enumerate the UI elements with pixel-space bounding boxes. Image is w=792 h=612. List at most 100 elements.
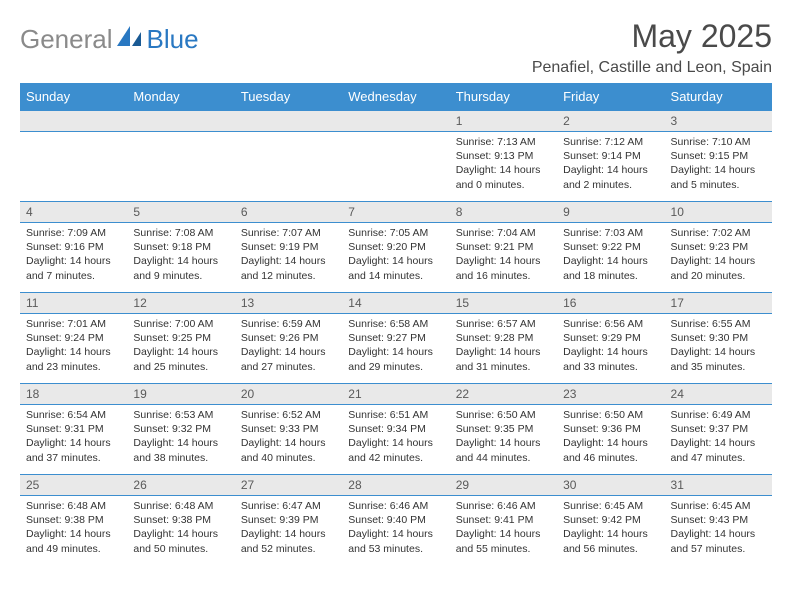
day-content-cell: Sunrise: 7:07 AMSunset: 9:19 PMDaylight:… [235, 223, 342, 293]
day-content-cell: Sunrise: 7:02 AMSunset: 9:23 PMDaylight:… [665, 223, 772, 293]
weekday-header: Monday [127, 83, 234, 111]
sunrise-text: Sunrise: 6:59 AM [241, 317, 336, 331]
day-number-cell: 25 [20, 475, 127, 496]
daylight-text: Daylight: 14 hours and 2 minutes. [563, 163, 658, 191]
sunset-text: Sunset: 9:14 PM [563, 149, 658, 163]
day-content-cell: Sunrise: 6:48 AMSunset: 9:38 PMDaylight:… [20, 496, 127, 566]
day-number-row: 18192021222324 [20, 384, 772, 405]
sunrise-text: Sunrise: 7:03 AM [563, 226, 658, 240]
day-number-cell: 10 [665, 202, 772, 223]
day-content-cell: Sunrise: 7:01 AMSunset: 9:24 PMDaylight:… [20, 314, 127, 384]
sunset-text: Sunset: 9:20 PM [348, 240, 443, 254]
sunrise-text: Sunrise: 6:50 AM [563, 408, 658, 422]
weekday-header: Tuesday [235, 83, 342, 111]
sunset-text: Sunset: 9:30 PM [671, 331, 766, 345]
sunrise-text: Sunrise: 6:56 AM [563, 317, 658, 331]
sunset-text: Sunset: 9:40 PM [348, 513, 443, 527]
sunset-text: Sunset: 9:35 PM [456, 422, 551, 436]
day-number-cell: 5 [127, 202, 234, 223]
daylight-text: Daylight: 14 hours and 37 minutes. [26, 436, 121, 464]
day-number-cell: 4 [20, 202, 127, 223]
day-number-cell: 26 [127, 475, 234, 496]
day-number-cell: 22 [450, 384, 557, 405]
sunrise-text: Sunrise: 6:49 AM [671, 408, 766, 422]
day-content-cell: Sunrise: 6:52 AMSunset: 9:33 PMDaylight:… [235, 405, 342, 475]
day-number-cell: 2 [557, 111, 664, 132]
day-content-cell: Sunrise: 7:13 AMSunset: 9:13 PMDaylight:… [450, 132, 557, 202]
day-number-cell: 30 [557, 475, 664, 496]
logo-sail-icon [117, 26, 143, 53]
sunset-text: Sunset: 9:27 PM [348, 331, 443, 345]
day-number-cell [127, 111, 234, 132]
day-number-cell: 15 [450, 293, 557, 314]
sunset-text: Sunset: 9:21 PM [456, 240, 551, 254]
day-number-cell: 24 [665, 384, 772, 405]
day-number-cell: 23 [557, 384, 664, 405]
daylight-text: Daylight: 14 hours and 20 minutes. [671, 254, 766, 282]
daylight-text: Daylight: 14 hours and 18 minutes. [563, 254, 658, 282]
day-number-cell: 28 [342, 475, 449, 496]
sunrise-text: Sunrise: 6:45 AM [671, 499, 766, 513]
day-content-cell: Sunrise: 6:59 AMSunset: 9:26 PMDaylight:… [235, 314, 342, 384]
daylight-text: Daylight: 14 hours and 42 minutes. [348, 436, 443, 464]
daylight-text: Daylight: 14 hours and 16 minutes. [456, 254, 551, 282]
daylight-text: Daylight: 14 hours and 49 minutes. [26, 527, 121, 555]
daylight-text: Daylight: 14 hours and 50 minutes. [133, 527, 228, 555]
weekday-header: Friday [557, 83, 664, 111]
day-number-cell: 14 [342, 293, 449, 314]
daylight-text: Daylight: 14 hours and 0 minutes. [456, 163, 551, 191]
day-content-cell: Sunrise: 7:04 AMSunset: 9:21 PMDaylight:… [450, 223, 557, 293]
sunrise-text: Sunrise: 7:12 AM [563, 135, 658, 149]
day-content-cell: Sunrise: 6:50 AMSunset: 9:36 PMDaylight:… [557, 405, 664, 475]
sunset-text: Sunset: 9:29 PM [563, 331, 658, 345]
sunrise-text: Sunrise: 7:13 AM [456, 135, 551, 149]
sunrise-text: Sunrise: 7:05 AM [348, 226, 443, 240]
day-number-cell: 18 [20, 384, 127, 405]
day-content-cell: Sunrise: 7:12 AMSunset: 9:14 PMDaylight:… [557, 132, 664, 202]
sunset-text: Sunset: 9:34 PM [348, 422, 443, 436]
sunset-text: Sunset: 9:36 PM [563, 422, 658, 436]
daylight-text: Daylight: 14 hours and 12 minutes. [241, 254, 336, 282]
sunrise-text: Sunrise: 6:46 AM [348, 499, 443, 513]
sunset-text: Sunset: 9:19 PM [241, 240, 336, 254]
day-content-row: Sunrise: 6:48 AMSunset: 9:38 PMDaylight:… [20, 496, 772, 566]
daylight-text: Daylight: 14 hours and 47 minutes. [671, 436, 766, 464]
logo: General Blue [20, 24, 199, 55]
weekday-header: Saturday [665, 83, 772, 111]
sunset-text: Sunset: 9:32 PM [133, 422, 228, 436]
sunset-text: Sunset: 9:28 PM [456, 331, 551, 345]
day-number-cell [342, 111, 449, 132]
weekday-header: Wednesday [342, 83, 449, 111]
sunset-text: Sunset: 9:24 PM [26, 331, 121, 345]
sunrise-text: Sunrise: 6:52 AM [241, 408, 336, 422]
daylight-text: Daylight: 14 hours and 57 minutes. [671, 527, 766, 555]
day-content-row: Sunrise: 6:54 AMSunset: 9:31 PMDaylight:… [20, 405, 772, 475]
daylight-text: Daylight: 14 hours and 5 minutes. [671, 163, 766, 191]
sunrise-text: Sunrise: 6:57 AM [456, 317, 551, 331]
day-content-cell: Sunrise: 6:48 AMSunset: 9:38 PMDaylight:… [127, 496, 234, 566]
day-content-cell: Sunrise: 6:50 AMSunset: 9:35 PMDaylight:… [450, 405, 557, 475]
sunset-text: Sunset: 9:39 PM [241, 513, 336, 527]
sunset-text: Sunset: 9:42 PM [563, 513, 658, 527]
calendar-table: SundayMondayTuesdayWednesdayThursdayFrid… [20, 83, 772, 566]
sunset-text: Sunset: 9:43 PM [671, 513, 766, 527]
sunrise-text: Sunrise: 7:09 AM [26, 226, 121, 240]
title-block: May 2025 Penafiel, Castille and Leon, Sp… [532, 18, 772, 77]
day-number-row: 123 [20, 111, 772, 132]
day-number-row: 11121314151617 [20, 293, 772, 314]
sunset-text: Sunset: 9:25 PM [133, 331, 228, 345]
location: Penafiel, Castille and Leon, Spain [532, 59, 772, 77]
day-number-cell: 20 [235, 384, 342, 405]
sunset-text: Sunset: 9:38 PM [133, 513, 228, 527]
daylight-text: Daylight: 14 hours and 23 minutes. [26, 345, 121, 373]
sunset-text: Sunset: 9:18 PM [133, 240, 228, 254]
day-content-cell: Sunrise: 6:57 AMSunset: 9:28 PMDaylight:… [450, 314, 557, 384]
daylight-text: Daylight: 14 hours and 35 minutes. [671, 345, 766, 373]
sunset-text: Sunset: 9:31 PM [26, 422, 121, 436]
sunrise-text: Sunrise: 6:50 AM [456, 408, 551, 422]
daylight-text: Daylight: 14 hours and 53 minutes. [348, 527, 443, 555]
sunset-text: Sunset: 9:37 PM [671, 422, 766, 436]
day-content-cell [20, 132, 127, 202]
day-number-cell: 1 [450, 111, 557, 132]
sunrise-text: Sunrise: 6:47 AM [241, 499, 336, 513]
